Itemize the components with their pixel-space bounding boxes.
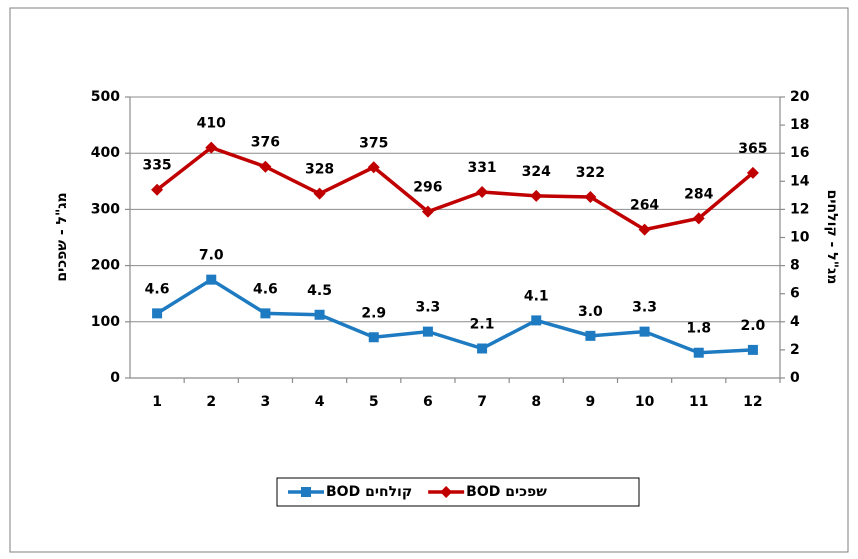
marker [422,326,433,337]
marker [421,205,434,218]
y2-tick-label: 20 [790,89,810,105]
marker [152,308,163,319]
data-label: 2.0 [741,318,766,334]
y-tick-label: 400 [91,145,120,161]
data-label: 331 [467,160,496,176]
marker [746,166,759,179]
data-label: 328 [305,162,334,178]
y-tick-label: 500 [91,89,120,105]
data-label: 4.6 [145,281,170,297]
y-tick-label: 100 [91,314,120,330]
marker [477,343,488,354]
x-tick-label: 2 [206,394,216,410]
marker [584,191,597,204]
data-label: 4.6 [253,281,278,297]
x-tick-label: 3 [261,394,271,410]
marker [367,161,380,174]
data-label: 4.5 [307,283,332,299]
y-tick-label: 300 [91,201,120,217]
data-label: 376 [251,135,280,151]
marker [585,330,596,341]
y2-tick-label: 4 [790,314,800,330]
data-label: 4.1 [524,288,549,304]
marker [206,274,217,285]
marker [476,185,489,198]
data-label: 322 [576,165,605,181]
y2-tick-label: 10 [790,230,810,246]
legend-marker [440,486,453,498]
series-line [156,277,754,355]
legend-marker [301,487,311,497]
x-tick-label: 7 [477,394,487,410]
x-tick-label: 5 [369,394,379,410]
data-label: 7.0 [199,248,224,264]
x-tick-label: 10 [635,394,655,410]
marker [747,344,758,355]
data-label: 2.9 [361,305,386,321]
data-label: 264 [630,198,659,214]
y2-tick-label: 12 [790,201,809,217]
data-label: 365 [738,141,767,157]
y2-tick-label: 6 [790,286,800,302]
chart-frame [9,7,849,553]
marker [259,160,272,173]
marker [639,326,650,337]
data-label: 410 [197,116,226,132]
marker [260,308,271,319]
marker [151,183,164,196]
marker [368,332,379,343]
x-tick-label: 1 [152,394,162,410]
marker [314,309,325,320]
series-line [156,145,755,232]
marker [638,223,651,236]
y2-tick-label: 8 [790,258,800,274]
x-tick-label: 12 [743,394,762,410]
data-label: 3.3 [632,300,657,316]
x-tick-label: 9 [586,394,596,410]
marker [313,187,326,200]
x-tick-label: 11 [689,394,708,410]
y-tick-label: 0 [110,370,120,386]
x-tick-label: 6 [423,394,433,410]
data-label: 3.0 [578,304,603,320]
data-label: 1.8 [686,321,711,337]
marker [693,347,704,358]
data-label: 324 [522,164,551,180]
y2-axis-label: מג"ל - קולחים [824,190,840,285]
data-label: 284 [684,186,713,202]
marker [530,189,543,202]
marker [531,315,542,326]
y2-tick-label: 16 [790,145,809,161]
x-tick-label: 4 [315,394,325,410]
data-label: 335 [142,158,171,174]
data-label: 375 [359,135,388,151]
data-label: 2.1 [470,316,495,332]
marker [205,141,218,154]
y2-tick-label: 18 [790,117,809,133]
y-tick-label: 200 [91,258,120,274]
x-tick-label: 8 [531,394,541,410]
y-axis-label: מג"ל - שפכים [54,192,70,281]
y2-tick-label: 14 [790,173,810,189]
marker [692,212,705,225]
legend-label: BOD שפכים [466,484,547,500]
data-label: 296 [413,180,442,196]
legend-label: BOD קולחים [326,484,412,500]
y2-tick-label: 2 [790,342,800,358]
data-label: 3.3 [416,300,441,316]
y2-tick-label: 0 [790,370,800,386]
